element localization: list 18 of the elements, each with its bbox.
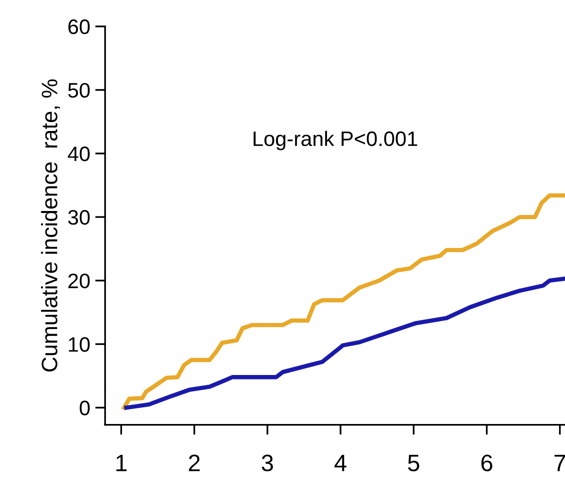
- x-tick-label: 5: [408, 454, 420, 472]
- x-tick-label: 7: [554, 454, 565, 472]
- line-series: [122, 193, 565, 410]
- line-series: [124, 276, 565, 410]
- x-tick-label: 6: [481, 454, 492, 472]
- annotation: Log-rank P<0.001: [254, 130, 418, 150]
- y-tick-label: 10: [68, 337, 90, 352]
- y-tick-label: 60: [68, 19, 90, 34]
- x-tick-label: 4: [334, 454, 346, 472]
- x-tick-label: 2: [188, 454, 200, 472]
- y-tick-label: 30: [68, 210, 90, 225]
- y-tick-label: 50: [68, 82, 90, 98]
- y-tick-label: 0: [80, 400, 90, 416]
- y-tick-label: 40: [68, 146, 90, 162]
- y-tick-label: 20: [68, 274, 90, 288]
- y-axis-title: Cumulative incidence rate, %: [41, 79, 60, 372]
- x-tick-label: 3: [262, 454, 273, 472]
- x-tick-label: 1: [116, 454, 127, 472]
